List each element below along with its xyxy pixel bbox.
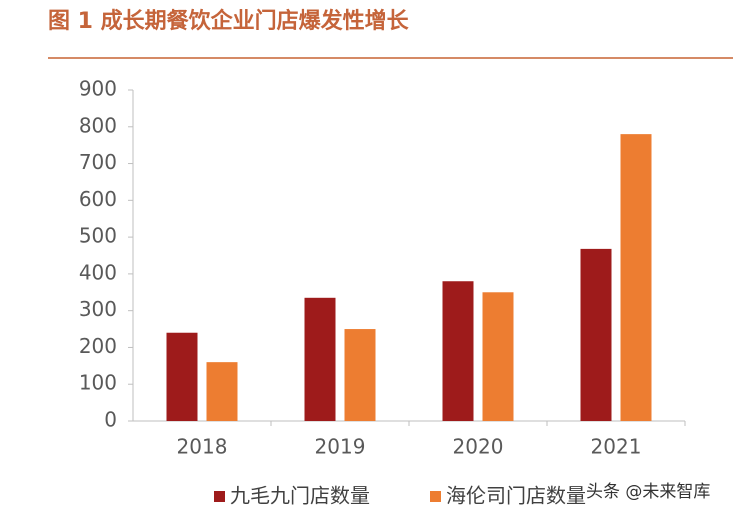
y-tick-label: 900 bbox=[79, 77, 117, 101]
legend-swatch bbox=[214, 491, 225, 502]
y-tick-label: 700 bbox=[79, 150, 117, 174]
bar bbox=[442, 281, 474, 421]
bar bbox=[206, 362, 238, 421]
bar bbox=[580, 248, 612, 421]
y-tick-label: 600 bbox=[79, 187, 117, 211]
y-tick-label: 800 bbox=[79, 113, 117, 137]
watermark: 头条 @未来智库 bbox=[586, 482, 710, 502]
bar bbox=[304, 297, 336, 421]
x-tick-label: 2019 bbox=[315, 435, 366, 459]
bar bbox=[344, 329, 376, 421]
x-tick-label: 2021 bbox=[591, 435, 642, 459]
y-tick-label: 100 bbox=[79, 371, 117, 395]
bar bbox=[482, 292, 514, 421]
legend-label: 九毛九门店数量 bbox=[230, 484, 370, 508]
bar bbox=[166, 332, 198, 421]
chart-title: 图 1 成长期餐饮企业门店爆发性增长 bbox=[48, 8, 410, 34]
x-tick-label: 2020 bbox=[453, 435, 504, 459]
legend-label: 海伦司门店数量 bbox=[446, 484, 586, 508]
y-tick-label: 0 bbox=[104, 408, 117, 432]
y-tick-label: 500 bbox=[79, 224, 117, 248]
bar bbox=[620, 134, 652, 421]
legend-swatch bbox=[430, 491, 441, 502]
y-tick-label: 400 bbox=[79, 260, 117, 284]
y-tick-label: 200 bbox=[79, 334, 117, 358]
x-tick-label: 2018 bbox=[177, 435, 228, 459]
y-tick-label: 300 bbox=[79, 297, 117, 321]
